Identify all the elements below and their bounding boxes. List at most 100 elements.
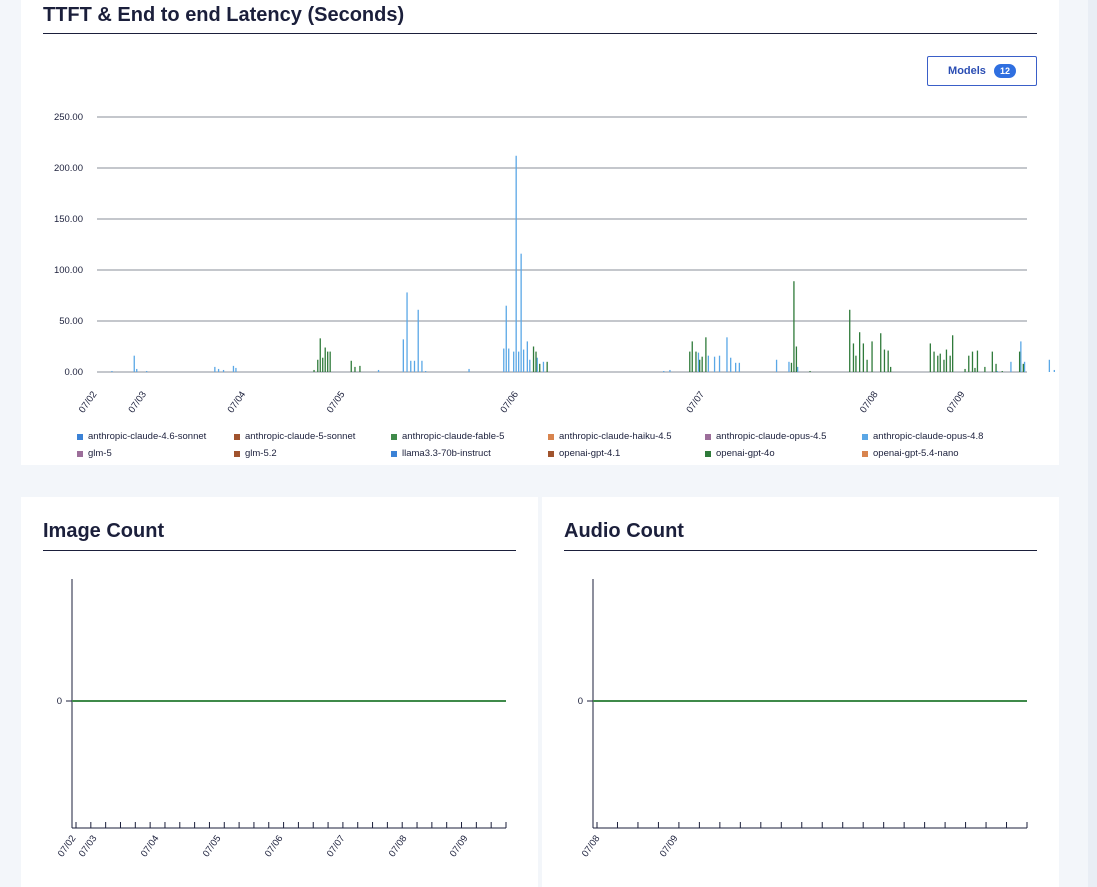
data-bar [952,335,954,372]
legend-item[interactable]: anthropic-claude-opus-4.8 [862,431,983,442]
title-divider [43,33,1037,34]
data-bar [319,338,321,372]
data-bar [735,362,737,372]
legend-label: anthropic-claude-5-sonnet [245,431,356,442]
legend-item[interactable]: openai-gpt-4.1 [548,448,620,459]
data-bar [417,309,419,372]
data-bar [1022,363,1024,372]
data-bar [689,351,691,372]
data-bar [669,369,671,372]
legend-swatch [234,433,240,440]
models-count-badge: 12 [993,64,1016,78]
data-bar [518,351,520,372]
data-bar [505,305,507,372]
audio-count-chart: 0 07/08 07/09 [578,579,1028,859]
x-tick-label: 07/08 [580,833,603,859]
legend-label: anthropic-claude-opus-4.8 [873,431,984,442]
legend-item[interactable]: anthropic-claude-fable-5 [391,431,504,442]
audio-count-panel: Audio Count 0 07/08 07/09 [542,497,1059,887]
data-bar [324,347,326,372]
data-bar [929,343,931,372]
data-bar [529,359,531,372]
y-tick-label: 150.00 [54,214,83,225]
x-tick-label: 07/09 [945,389,968,415]
x-tick-label: 07/05 [325,389,348,415]
legend-label: glm-5.2 [245,448,277,459]
data-bar [866,359,868,372]
data-bar [542,361,545,372]
data-bar [713,356,716,372]
data-bar [949,355,951,372]
data-bar [468,368,470,372]
legend-label: anthropic-claude-4.6-sonnet [88,431,207,442]
data-bar [232,365,235,372]
data-bar [1020,341,1022,372]
data-bar [933,351,935,372]
data-bar [996,370,998,372]
legend-item[interactable]: anthropic-claude-haiku-4.5 [548,431,671,442]
data-bar [515,155,517,372]
data-bar [943,359,945,372]
y-tick-label: 200.00 [54,163,83,174]
data-bar [976,350,979,372]
data-bar [699,359,701,372]
data-bar [508,348,510,372]
title-divider [564,550,1037,551]
data-bar [788,361,790,372]
data-bar [937,355,939,372]
data-bar [222,369,225,372]
data-bar [852,343,855,372]
legend-swatch [705,450,711,457]
legend-item[interactable]: anthropic-claude-opus-4.5 [705,431,826,442]
data-bar [939,353,941,372]
data-bar [503,348,505,372]
legend-item[interactable]: anthropic-claude-5-sonnet [234,431,355,442]
legend-item[interactable]: openai-gpt-5.4-nano [862,448,959,459]
data-bar [775,359,778,372]
data-bar [402,339,404,372]
data-bar [235,367,237,372]
data-bar [726,337,728,372]
legend-swatch [234,450,240,457]
y-tick-label: 50.00 [59,316,83,327]
latency-panel-title: TTFT & End to end Latency (Seconds) [43,4,405,26]
data-bar [1018,351,1021,372]
data-bar [697,352,700,372]
x-tick-label: 07/07 [325,833,348,859]
legend-item[interactable]: openai-gpt-4o [705,448,775,459]
legend-item[interactable]: glm-5.2 [234,448,277,459]
data-bar [991,351,993,372]
legend-item[interactable]: llama3.3-70b-instruct [391,448,491,459]
models-filter-button[interactable]: Models 12 [927,56,1037,86]
data-bar [730,357,732,372]
data-bar [1048,359,1051,372]
data-bar [705,337,707,372]
data-bar [133,355,135,372]
x-tick-label: 07/08 [858,389,881,415]
legend-item[interactable]: glm-5 [77,448,112,459]
data-bar [887,350,889,372]
y-tick-label: 0 [578,696,583,707]
latency-panel: TTFT & End to end Latency (Seconds) Mode… [21,0,1059,465]
data-bar [971,351,974,372]
data-bar [532,346,535,372]
data-bar [350,360,352,372]
data-bar [797,366,799,372]
legend-label: openai-gpt-4.1 [559,448,621,459]
x-tick-label: 07/06 [263,833,286,859]
data-bar [522,349,525,372]
x-tick-label: 07/02 [56,833,79,859]
legend-item[interactable]: anthropic-claude-4.6-sonnet [77,431,206,442]
data-bar [859,332,861,372]
legend-swatch [548,433,554,440]
latency-chart: 0.00 50.00 100.00 150.00 200.00 250.00 07/02 07… [54,112,1055,415]
data-bar [849,309,851,372]
data-bar [663,370,665,372]
data-bar [695,351,697,372]
data-bar [809,370,811,372]
data-bar [413,360,416,372]
data-bar [313,369,315,372]
x-tick-label: 07/09 [658,833,681,859]
data-bar [406,292,408,372]
